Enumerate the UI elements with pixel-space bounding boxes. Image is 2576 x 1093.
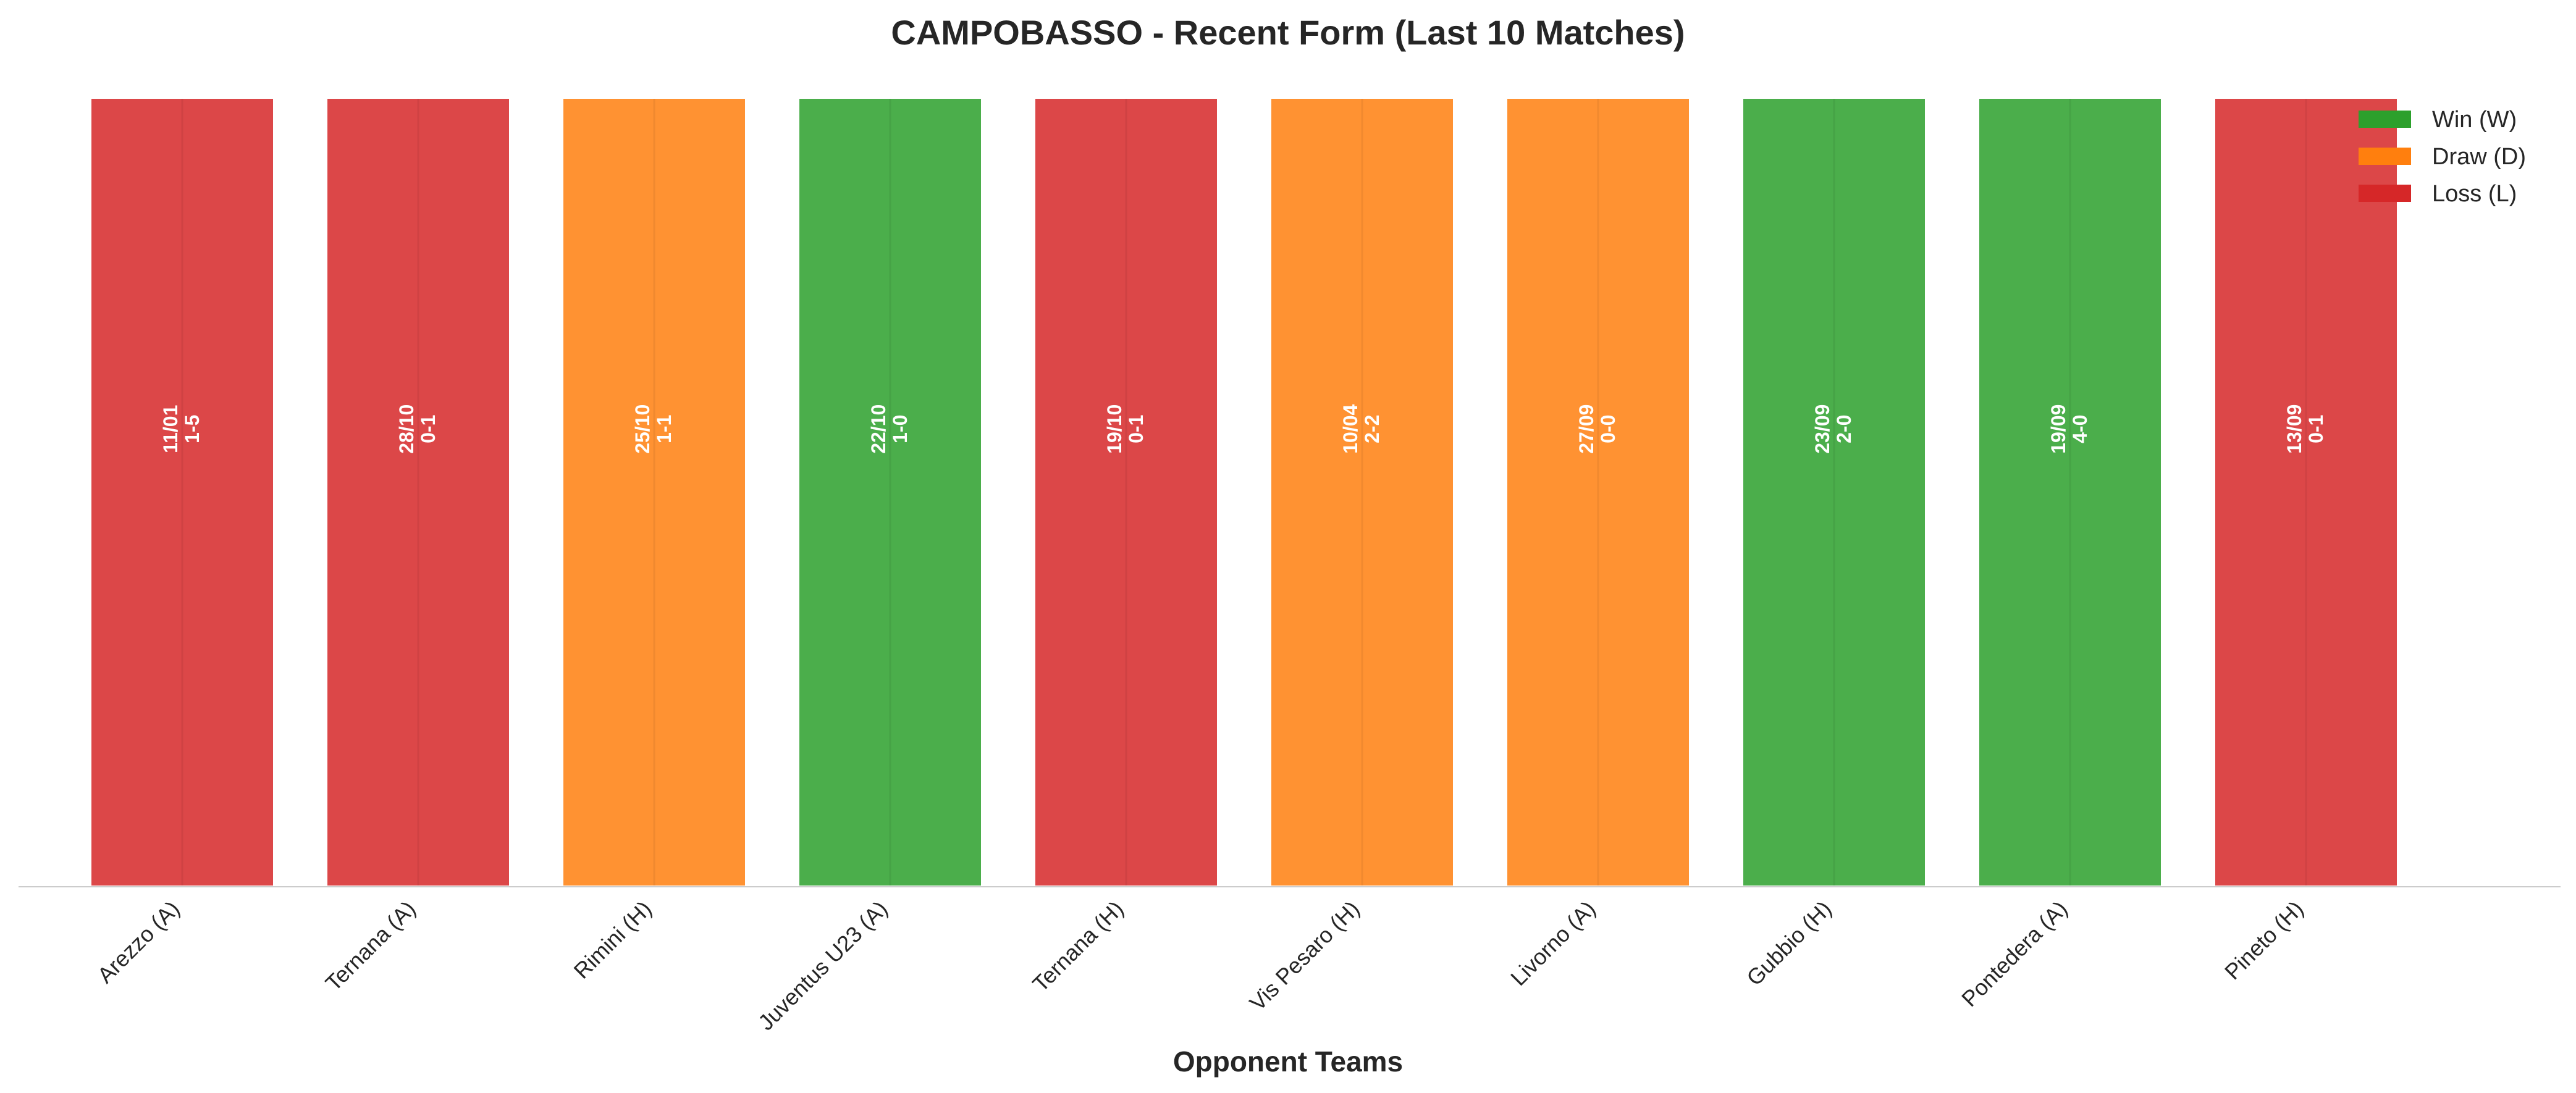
- legend-label-W: Win (W): [2432, 107, 2517, 133]
- bar-data-label: 22/101-0: [867, 404, 911, 454]
- bar-data-label: 28/100-1: [395, 404, 439, 454]
- x-tick-label: Pontedera (A): [1956, 896, 2072, 1011]
- bar-score-label: 0-1: [417, 415, 439, 443]
- bar-1: [89, 96, 276, 888]
- x-tick-label: Livorno (A): [1505, 896, 1600, 990]
- bar-date-label: 22/10: [867, 404, 890, 454]
- bar-score-label: 0-1: [2305, 415, 2327, 443]
- bar-4: [797, 96, 983, 888]
- bar-date-label: 13/09: [2283, 404, 2305, 454]
- bar-data-label: 23/092-0: [1811, 404, 1855, 454]
- bar-data-label: 11/011-5: [159, 405, 203, 453]
- bar-date-label: 19/10: [1103, 404, 1126, 454]
- bar-score-label: 2-2: [1361, 415, 1383, 443]
- bar-5: [1033, 96, 1219, 888]
- x-tick-labels: Arezzo (A) Ternana (A) Rimini (H) Juventus …: [92, 896, 2308, 1036]
- x-tick-label: Pineto (H): [2220, 896, 2309, 985]
- bar-6: [1269, 96, 1455, 888]
- bar-score-label: 2-0: [1833, 415, 1855, 443]
- bar-date-label: 11/01: [159, 405, 182, 453]
- x-tick-label: Gubbio (H): [1741, 896, 1836, 990]
- x-tick-label: Ternana (A): [321, 896, 421, 996]
- bar-date-label: 25/10: [631, 404, 654, 454]
- bar-date-label: 19/09: [2047, 404, 2069, 454]
- bar-score-label: 1-0: [889, 415, 911, 443]
- x-tick-label: Ternana (H): [1027, 896, 1128, 997]
- bar-data-label: 19/100-1: [1103, 404, 1147, 454]
- bar-date-label: 10/04: [1339, 404, 1362, 454]
- bar-data-label: 25/101-1: [631, 404, 675, 454]
- legend-swatch-W: [2359, 111, 2411, 128]
- chart-title: CAMPOBASSO - Recent Form (Last 10 Matche…: [891, 13, 1685, 52]
- legend: Win (W) Draw (D) Loss (L): [2359, 107, 2526, 207]
- bar-10: [2213, 96, 2399, 888]
- legend-swatch-L: [2359, 185, 2411, 202]
- bar-2: [325, 96, 511, 888]
- x-axis-label: Opponent Teams: [1173, 1045, 1403, 1078]
- x-tick-label: Rimini (H): [569, 896, 657, 984]
- bar-3: [561, 96, 747, 888]
- bar-7: [1505, 96, 1691, 888]
- bar-score-label: 0-1: [1125, 415, 1147, 443]
- bar-date-label: 28/10: [395, 404, 418, 454]
- bar-data-label: 27/090-0: [1575, 404, 1619, 454]
- bar-score-label: 4-0: [2069, 415, 2091, 443]
- x-tick-label: Arezzo (A): [92, 896, 184, 988]
- bars-group: 11/011-5 28/100-1 25/101-1 22/101-0 19/100-1…: [89, 96, 2399, 888]
- legend-swatch-D: [2359, 148, 2411, 165]
- bar-data-label: 19/094-0: [2047, 404, 2091, 454]
- bar-data-label: 10/042-2: [1339, 404, 1383, 454]
- bar-score-label: 1-5: [181, 415, 203, 443]
- x-tick-label: Juventus U23 (A): [753, 896, 893, 1036]
- legend-label-D: Draw (D): [2432, 144, 2526, 170]
- bar-date-label: 23/09: [1811, 404, 1833, 454]
- bar-score-label: 1-1: [653, 415, 675, 443]
- legend-label-L: Loss (L): [2432, 181, 2517, 207]
- x-tick-label: Vis Pesaro (H): [1245, 896, 1365, 1016]
- bar-date-label: 27/09: [1575, 404, 1597, 454]
- bar-data-label: 13/090-1: [2283, 404, 2327, 454]
- bar-score-label: 0-0: [1597, 415, 1619, 443]
